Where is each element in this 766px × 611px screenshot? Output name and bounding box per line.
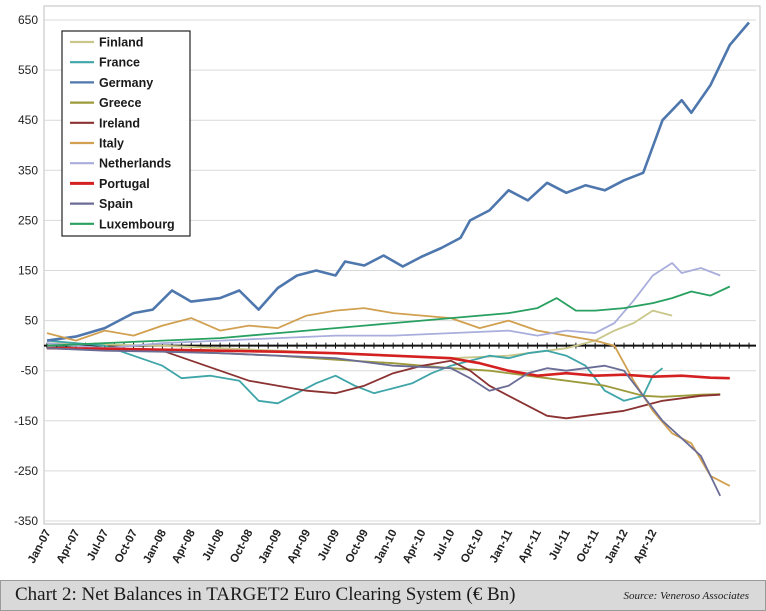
series-line-ireland <box>46 347 721 420</box>
legend-label-germany: Germany <box>99 76 153 90</box>
y-tick-label: 550 <box>18 63 38 77</box>
chart-caption-title: Chart 2: Net Balances in TARGET2 Euro Cl… <box>15 584 516 605</box>
x-tick-label: Apr-10 <box>401 528 429 566</box>
x-tick-label: Oct-09 <box>344 528 371 565</box>
series-line-portugal <box>46 346 730 380</box>
legend-box <box>61 30 191 237</box>
caption-bar: Chart 2: Net Balances in TARGET2 Euro Cl… <box>0 580 766 611</box>
x-tick-label: Apr-09 <box>286 528 314 566</box>
x-tick-label: Apr-07 <box>55 528 83 566</box>
legend-label-portugal: Portugal <box>99 177 150 191</box>
legend: Finland France Germany Greece Ireland Italy Ne… <box>61 30 191 237</box>
x-tick-label: Jan-09 <box>257 528 285 566</box>
legend-label-france: France <box>99 56 140 70</box>
legend-label-italy: Italy <box>99 137 124 151</box>
legend-label-greece: Greece <box>99 96 141 110</box>
series-line-netherlands <box>46 262 721 350</box>
y-tick-label: -150 <box>14 414 38 428</box>
series-line-germany <box>46 21 750 342</box>
chart-source-note: Source: Veneroso Associates <box>623 590 749 602</box>
y-tick-label: 450 <box>18 113 38 127</box>
x-tick-label: Oct-08 <box>228 527 256 565</box>
legend-label-netherlands: Netherlands <box>99 157 171 171</box>
x-tick-label: Jul-11 <box>547 527 573 562</box>
x-tick-label: Oct-10 <box>459 528 486 565</box>
x-tick-label: Apr-12 <box>632 528 660 566</box>
series-lines <box>46 21 750 497</box>
x-tick-label: Jul-10 <box>431 528 457 563</box>
legend-label-spain: Spain <box>99 197 133 211</box>
y-tick-label: 50 <box>25 314 39 328</box>
y-tick-label: -350 <box>14 514 38 528</box>
x-tick-label: Jul-09 <box>316 528 342 563</box>
y-tick-label: -50 <box>21 364 39 378</box>
y-tick-label: 650 <box>18 13 38 27</box>
y-axis-ticks: 650 550 450 350 250 150 50 -50 -150 -250 -350 <box>14 13 38 528</box>
series-line-france <box>46 339 664 405</box>
line-chart: 650 550 450 350 250 150 50 -50 -150 -250 -350 Jan-… <box>14 5 761 566</box>
y-tick-label: -250 <box>14 464 38 478</box>
legend-label-luxembourg: Luxembourg <box>99 217 175 231</box>
x-tick-label: Oct-07 <box>113 528 140 565</box>
x-tick-label: Jan-07 <box>26 528 54 566</box>
x-tick-label: Jan-12 <box>603 528 631 566</box>
x-tick-label: Apr-11 <box>517 527 545 565</box>
x-tick-label: Jan-10 <box>372 528 400 566</box>
series-line-spain <box>46 347 722 497</box>
x-tick-label: Jan-08 <box>141 527 169 565</box>
x-tick-label: Jan-11 <box>488 527 516 565</box>
y-tick-label: 250 <box>18 213 38 227</box>
y-tick-label: 350 <box>18 163 38 177</box>
x-axis-ticks: Jan-07 Apr-07 Jul-07 Oct-07 Jan-08 Apr-08 Jul-… <box>26 527 660 565</box>
y-tick-label: 150 <box>18 264 38 278</box>
legend-label-ireland: Ireland <box>99 116 140 130</box>
x-tick-label: Oct-11 <box>575 527 602 564</box>
x-tick-label: Jul-07 <box>85 528 111 563</box>
legend-label-finland: Finland <box>99 36 143 50</box>
x-tick-label: Jul-08 <box>201 527 227 563</box>
series-line-luxembourg <box>46 285 731 347</box>
x-tick-label: Apr-08 <box>170 527 198 565</box>
